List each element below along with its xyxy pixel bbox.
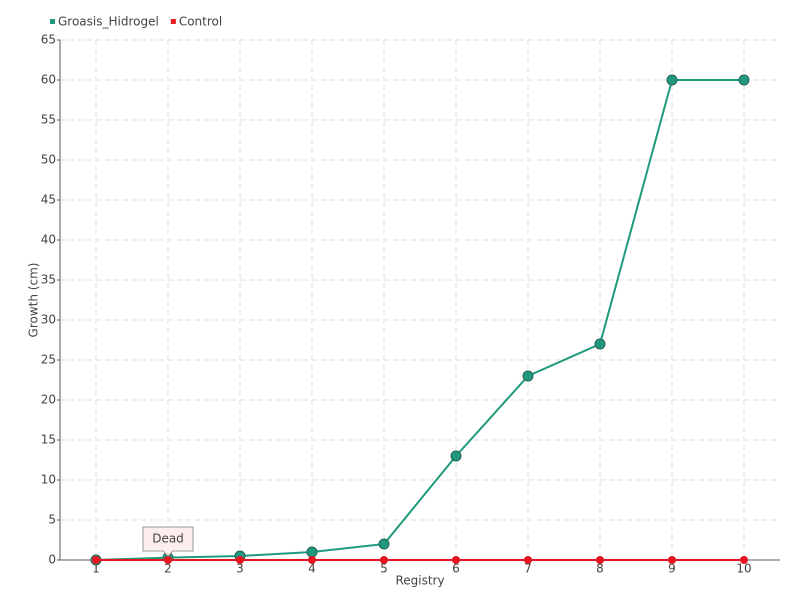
legend-swatch bbox=[50, 19, 55, 24]
y-tick-label: 40 bbox=[41, 233, 56, 247]
x-axis-label: Registry bbox=[395, 574, 444, 588]
x-tick-label: 9 bbox=[668, 562, 676, 576]
series-line bbox=[95, 79, 744, 561]
data-point bbox=[668, 556, 676, 564]
annotation-box bbox=[142, 526, 194, 557]
y-tick-label: 15 bbox=[41, 433, 56, 447]
x-tick-label: 8 bbox=[596, 562, 604, 576]
data-point bbox=[236, 556, 244, 564]
data-point bbox=[596, 556, 604, 564]
x-tick-label: 6 bbox=[452, 562, 460, 576]
x-tick-label: 3 bbox=[236, 562, 244, 576]
data-point bbox=[308, 556, 316, 564]
data-point bbox=[524, 556, 532, 564]
x-tick-label: 2 bbox=[164, 562, 172, 576]
y-tick-label: 55 bbox=[41, 113, 56, 127]
data-point bbox=[450, 450, 462, 462]
data-point bbox=[740, 556, 748, 564]
y-tick-label: 50 bbox=[41, 153, 56, 167]
y-tick-label: 45 bbox=[41, 193, 56, 207]
data-point bbox=[380, 556, 388, 564]
x-tick-label: 7 bbox=[524, 562, 532, 576]
data-point bbox=[378, 538, 390, 550]
y-tick-label: 25 bbox=[41, 353, 56, 367]
data-point bbox=[452, 556, 460, 564]
x-tick-label: 4 bbox=[308, 562, 316, 576]
y-tick-label: 0 bbox=[48, 553, 56, 567]
y-tick-label: 30 bbox=[41, 313, 56, 327]
y-tick-label: 65 bbox=[41, 33, 56, 47]
y-tick-label: 35 bbox=[41, 273, 56, 287]
data-point bbox=[738, 74, 750, 86]
y-tick-label: 5 bbox=[48, 513, 56, 527]
y-tick-label: 20 bbox=[41, 393, 56, 407]
data-point bbox=[306, 546, 318, 558]
annotation-text: Dead bbox=[152, 532, 184, 546]
y-tick-label: 60 bbox=[41, 73, 56, 87]
legend-swatch bbox=[170, 19, 176, 24]
y-axis-label: Growth (cm) bbox=[27, 263, 41, 338]
x-tick-label: 5 bbox=[380, 562, 388, 576]
x-tick-label: 1 bbox=[92, 562, 100, 576]
data-point bbox=[522, 370, 534, 382]
y-tick-label: 10 bbox=[41, 473, 56, 487]
legend-label: Control bbox=[179, 15, 222, 29]
data-point bbox=[92, 556, 100, 564]
data-point bbox=[666, 74, 678, 86]
data-point bbox=[164, 556, 172, 564]
legend-label: Groasis_Hidrogel bbox=[58, 15, 159, 29]
data-point bbox=[594, 338, 606, 350]
x-tick-label: 10 bbox=[736, 562, 751, 576]
